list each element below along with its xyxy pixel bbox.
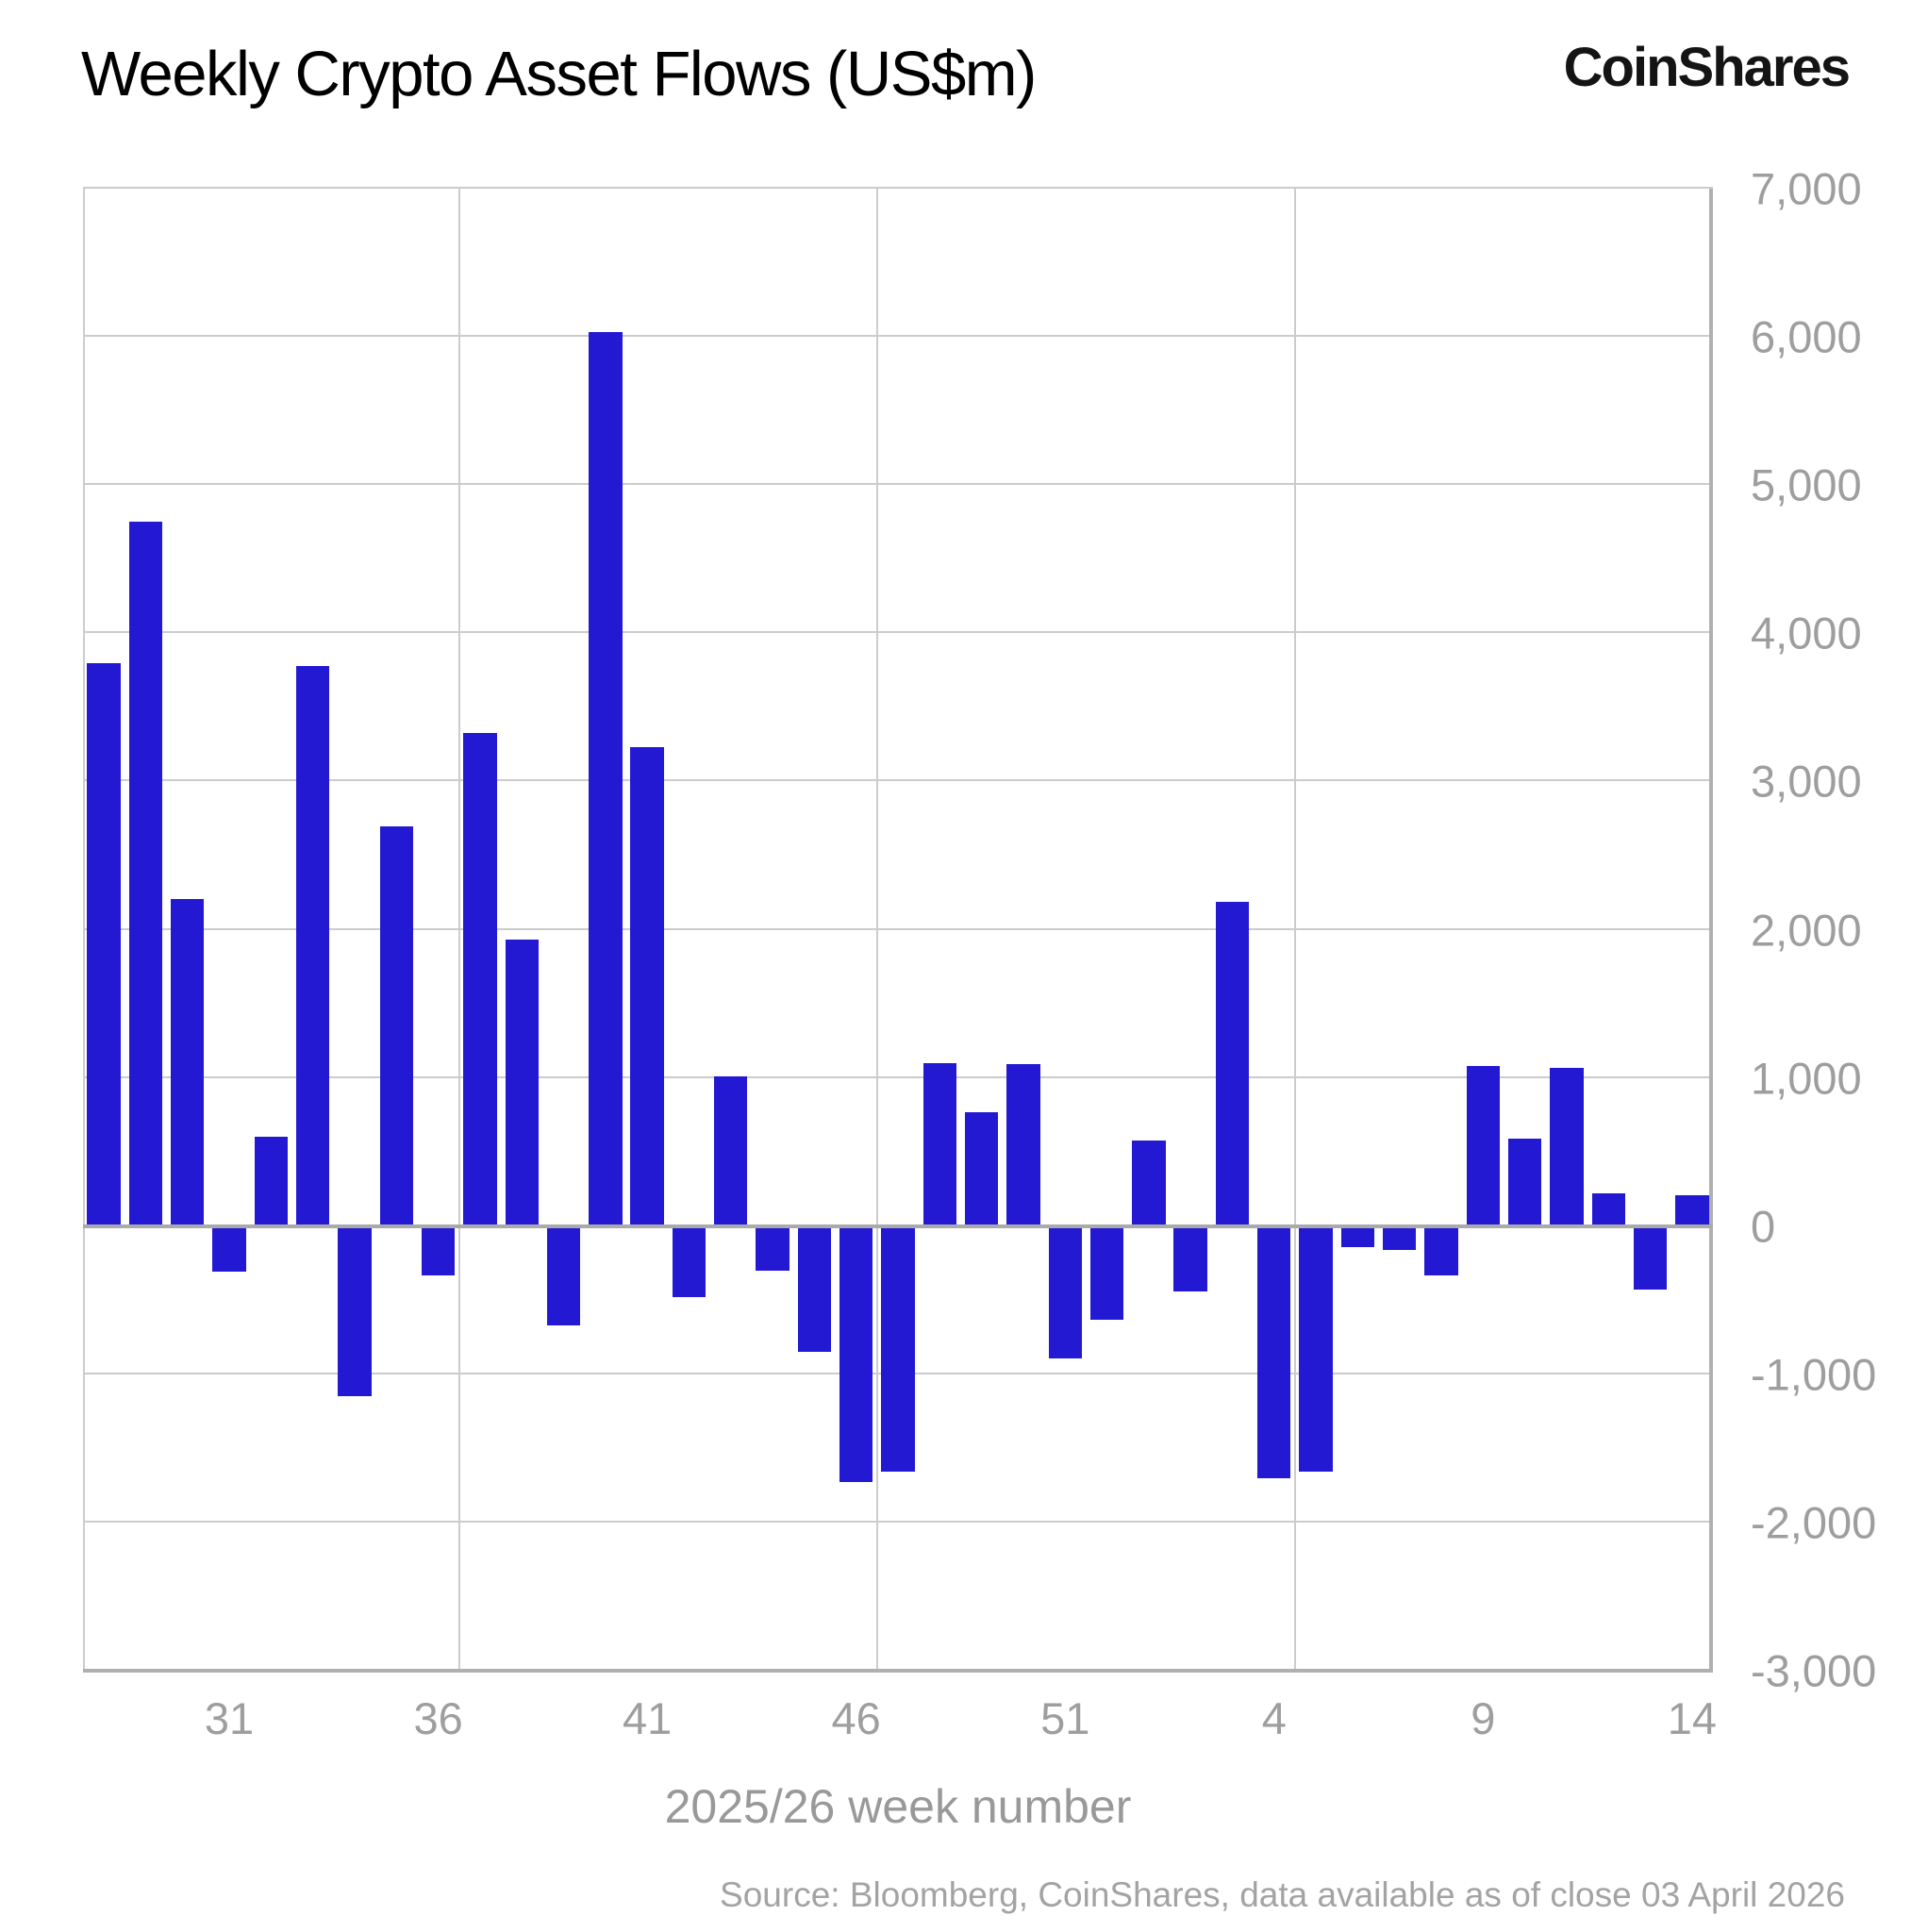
gridline-vertical [457,189,460,1671]
bar-week-12 [1591,1193,1625,1226]
bar-week-6 [1340,1225,1375,1247]
bar-week-4 [1257,1225,1291,1478]
bar-week-2 [1173,1225,1207,1291]
bar-week-33 [295,665,330,1226]
x-axis-title: 2025/26 week number [664,1780,1132,1833]
bar-week-30 [171,898,205,1226]
bar-week-35 [379,825,414,1226]
x-axis-labels: 31 36 41 46 51 4 9 14 [83,1692,1717,1749]
bar-week-40 [589,332,623,1226]
gridline-horizontal [83,187,1713,189]
x-tick-label: 41 [623,1693,673,1743]
x-tick-label: 36 [413,1693,463,1743]
bar-week-52 [1089,1225,1124,1320]
gridline-vertical [875,189,878,1671]
bar-week-51 [1048,1225,1082,1358]
bar-week-9 [1466,1066,1501,1226]
page-title: Weekly Crypto Asset Flows (US$m) [81,39,1037,109]
bar-week-1 [1132,1140,1166,1226]
gridline-horizontal [83,1075,1713,1078]
y-tick-label: 6,000 [1751,311,1862,362]
bar-week-37 [463,732,497,1226]
x-tick-label: 4 [1261,1693,1287,1743]
bar-week-10 [1507,1139,1542,1226]
y-tick-label: 4,000 [1751,608,1862,658]
bar-week-29 [128,522,163,1226]
y-tick-label: 0 [1751,1201,1776,1252]
y-tick-label: 3,000 [1751,756,1862,807]
y-axis-labels: 7,000 6,000 5,000 4,000 3,000 2,000 1,000 0 -1,0… [1751,164,1926,1696]
coinshares-logo: CoinShares [1563,37,1851,98]
bar-week-38 [505,940,539,1226]
x-tick-label: 14 [1667,1693,1717,1743]
bar-week-13 [1633,1225,1668,1291]
bar-week-14 [1675,1194,1709,1226]
gridline-horizontal [83,483,1713,486]
bar-week-48 [922,1062,957,1226]
source-note: Source: Bloomberg, CoinShares, data avai… [720,1875,1845,1914]
bar-week-31 [212,1225,246,1273]
x-tick-label: 51 [1040,1693,1090,1743]
bar-week-28 [87,662,121,1226]
bar-week-44 [756,1225,789,1271]
y-tick-label: -1,000 [1751,1349,1877,1400]
bar-week-47 [881,1225,915,1473]
gridline-horizontal [83,1669,1713,1673]
bar-week-11 [1550,1067,1584,1226]
bar-week-49 [964,1111,999,1226]
bar-week-5 [1299,1225,1333,1473]
bar-week-34 [338,1225,372,1397]
bar-week-3 [1215,901,1250,1226]
bar-week-43 [714,1076,748,1226]
y-tick-label: 7,000 [1751,163,1862,214]
x-tick-label: 46 [831,1693,881,1743]
gridline-horizontal [83,779,1713,782]
gridline-horizontal [83,927,1713,930]
bar-week-7 [1382,1225,1417,1250]
y-tick-label: -3,000 [1751,1645,1877,1696]
y-tick-label: 1,000 [1751,1053,1862,1104]
bar-week-41 [630,747,664,1226]
bar-week-45 [797,1225,832,1353]
bar-week-32 [254,1137,289,1226]
bar-week-50 [1006,1064,1040,1226]
x-tick-label: 31 [204,1693,255,1743]
plot-area [83,187,1713,1673]
y-tick-label: -2,000 [1751,1497,1877,1548]
gridline-horizontal [83,1520,1713,1523]
x-tick-label: 9 [1471,1693,1496,1743]
gridline-horizontal [83,631,1713,634]
bar-week-39 [546,1225,581,1325]
plot-border-right [1709,189,1713,1671]
y-tick-label: 5,000 [1751,459,1862,510]
bar-week-46 [839,1225,873,1483]
bar-week-42 [672,1225,706,1298]
plot-border-left [83,189,85,1671]
gridline-horizontal [83,1224,1713,1228]
gridline-horizontal [83,335,1713,338]
y-tick-label: 2,000 [1751,905,1862,955]
gridline-vertical [1293,189,1296,1671]
bar-week-8 [1424,1225,1458,1275]
bar-week-36 [421,1225,456,1275]
